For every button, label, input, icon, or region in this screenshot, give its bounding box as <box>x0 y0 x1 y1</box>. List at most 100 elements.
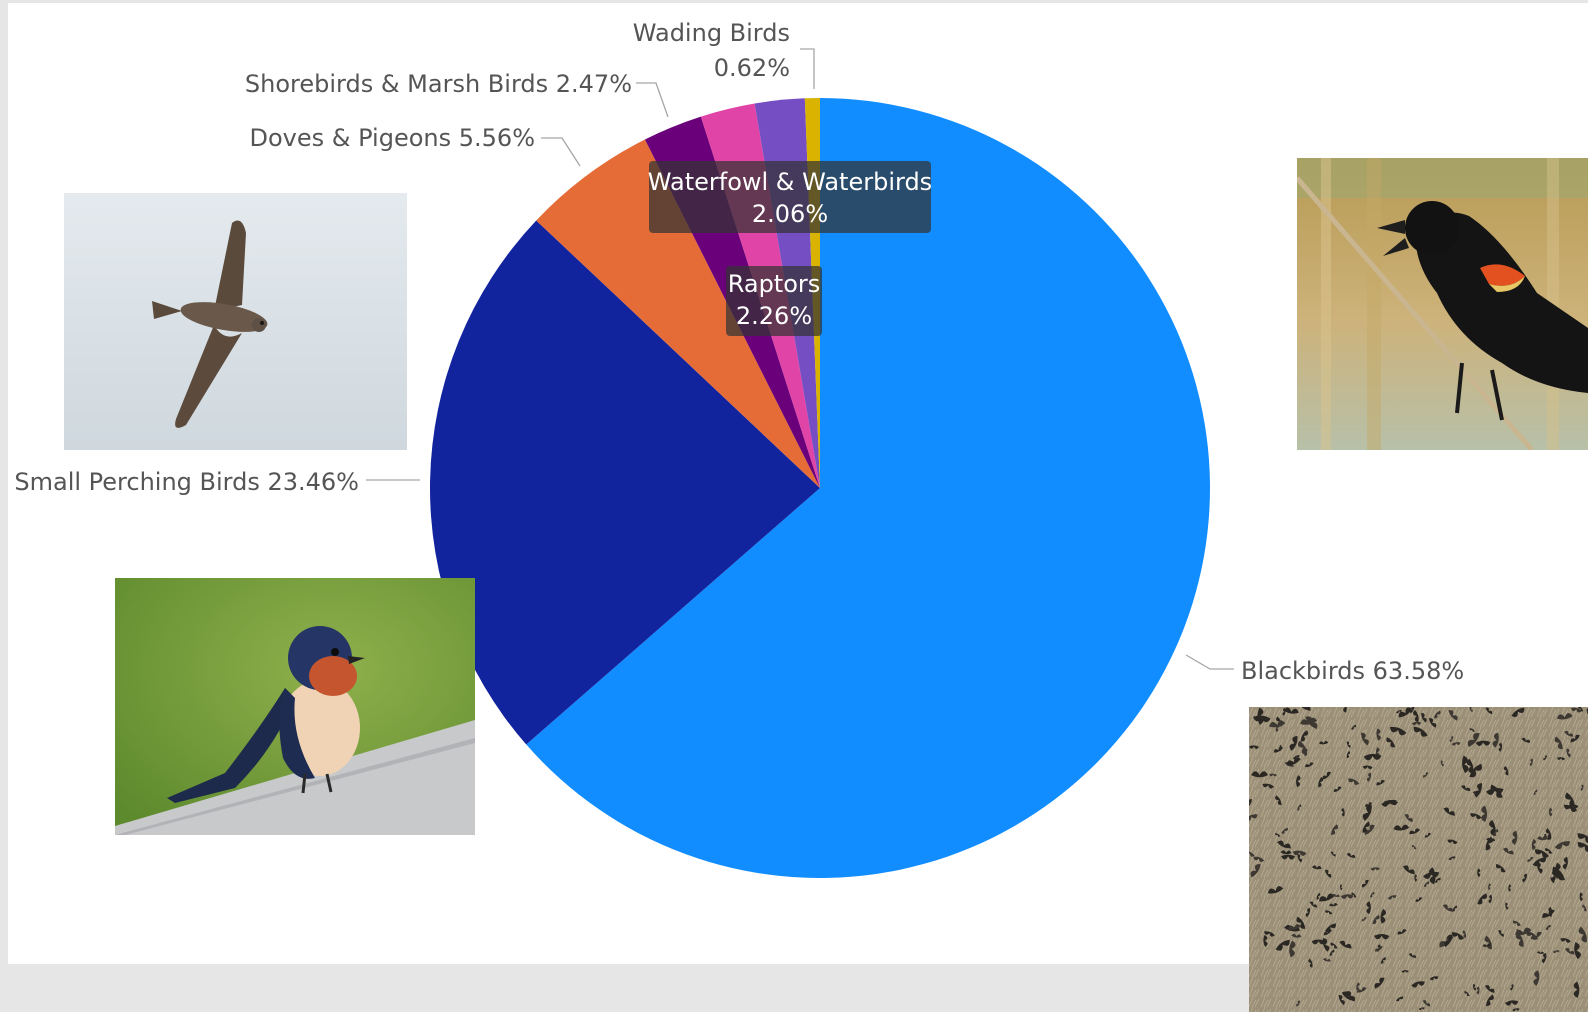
flock-bird <box>1296 775 1301 788</box>
flock-bird <box>1331 824 1339 835</box>
flock-bird <box>1411 721 1422 726</box>
flock-bird <box>1579 892 1583 902</box>
flock-bird <box>1330 942 1338 949</box>
flock-bird <box>1281 854 1296 860</box>
flock-bird <box>1386 737 1396 748</box>
flock-bird <box>1448 856 1456 861</box>
leader-line-shorebirds-marsh-birds <box>636 82 669 118</box>
flock-bird <box>1299 707 1311 711</box>
flock-bird <box>1563 804 1578 813</box>
flock-bird <box>1249 745 1259 749</box>
flock-bird <box>1516 928 1521 934</box>
flock-bird <box>1297 804 1302 811</box>
flock-bird <box>1464 990 1470 997</box>
flock-bird <box>1570 734 1580 743</box>
flock-bird <box>1351 892 1357 898</box>
flock-bird <box>1434 877 1441 883</box>
flock-bird <box>1291 933 1302 938</box>
flock-bird <box>1440 760 1444 767</box>
flock-bird <box>1409 828 1421 835</box>
flock-bird <box>1311 939 1326 945</box>
flock-bird <box>1296 1000 1300 1007</box>
pie-slice-small-perching-birds[interactable] <box>430 220 820 745</box>
flock-bird <box>1554 862 1561 879</box>
flock-bird <box>1443 807 1455 816</box>
flock-bird <box>1289 940 1296 958</box>
flock-bird <box>1444 934 1453 948</box>
pie-chart[interactable]: Blackbirds 63.58% Small Perching Birds 23… <box>8 3 1588 964</box>
flock-bird <box>1586 708 1588 715</box>
flock-bird <box>1566 748 1571 758</box>
flock-bird <box>1289 735 1298 751</box>
flock-bird <box>1532 857 1547 867</box>
flock-bird <box>1461 785 1471 792</box>
flock-bird <box>1283 707 1299 714</box>
flock-bird <box>1297 740 1308 755</box>
flock-bird <box>1447 839 1458 845</box>
flock-bird <box>1297 854 1303 863</box>
flock-bird <box>1398 707 1413 718</box>
flock-bird <box>1363 753 1382 761</box>
flock-bird <box>1311 865 1322 870</box>
flock-bird <box>1527 856 1534 863</box>
flock-bird <box>1492 732 1499 748</box>
flock-bird <box>1267 886 1284 894</box>
pie-slice-doves-pigeons[interactable] <box>536 139 820 489</box>
flock-bird <box>1545 828 1552 840</box>
data-label-box-waterfowl-waterbirds <box>649 161 931 233</box>
flock-bird <box>1361 732 1369 746</box>
flock-bird <box>1466 758 1474 774</box>
flock-bird <box>1332 893 1340 897</box>
flock-bird <box>1429 976 1439 981</box>
flock-bird <box>1319 740 1329 745</box>
flock-bird <box>1485 994 1494 1007</box>
flock-bird <box>1451 932 1465 940</box>
flock-bird <box>1250 864 1261 878</box>
slice-label-raptors: Raptors <box>728 270 821 298</box>
flock-bird <box>1376 779 1385 786</box>
flock-bird <box>1537 836 1548 841</box>
flock-bird <box>1415 897 1423 902</box>
flock-bird <box>1470 813 1482 820</box>
flock-bird <box>1503 765 1509 776</box>
flock-bird <box>1281 827 1288 834</box>
flock-bird <box>1582 904 1587 912</box>
flock-bird <box>1564 730 1574 737</box>
flock-bird <box>1393 824 1410 831</box>
flock-bird <box>1449 736 1454 743</box>
flock-bird <box>1252 715 1271 723</box>
flock-bird <box>1309 901 1317 908</box>
flock-bird <box>1374 933 1390 940</box>
flock-bird <box>1485 788 1504 796</box>
flock-bird <box>1429 867 1436 885</box>
flock-bird <box>1551 869 1557 883</box>
flock-bird <box>1356 982 1360 991</box>
flock-bird <box>1269 773 1278 777</box>
flock-bird <box>1522 873 1528 883</box>
flock-bird <box>1548 807 1553 817</box>
data-label-box-raptors <box>726 266 822 336</box>
flock-bird <box>1376 728 1381 741</box>
flock-bird <box>1402 865 1415 875</box>
flock-bird <box>1556 713 1573 720</box>
flock-bird <box>1511 830 1518 845</box>
flock-bird <box>1409 707 1415 714</box>
flock-bird <box>1510 984 1514 991</box>
flock-bird <box>1396 709 1402 714</box>
flock-bird <box>1462 930 1466 938</box>
leader-line-blackbirds <box>1185 654 1234 670</box>
flock-bird <box>1502 847 1514 855</box>
flock-bird <box>1543 755 1548 761</box>
flock-bird <box>1366 772 1372 782</box>
flock-bird <box>1481 805 1488 823</box>
flock-bird <box>1401 970 1409 973</box>
flock-bird <box>1508 884 1512 892</box>
flock-bird <box>1375 945 1383 952</box>
flock-bird <box>1370 867 1380 871</box>
flock-bird <box>1413 709 1419 723</box>
flock-bird <box>1531 838 1536 851</box>
pie-slice-blackbirds[interactable] <box>526 98 1210 878</box>
slice-label-doves-pigeons: Doves & Pigeons 5.56% <box>250 124 536 152</box>
flock-bird <box>1414 874 1418 882</box>
flock-bird <box>1482 943 1491 947</box>
